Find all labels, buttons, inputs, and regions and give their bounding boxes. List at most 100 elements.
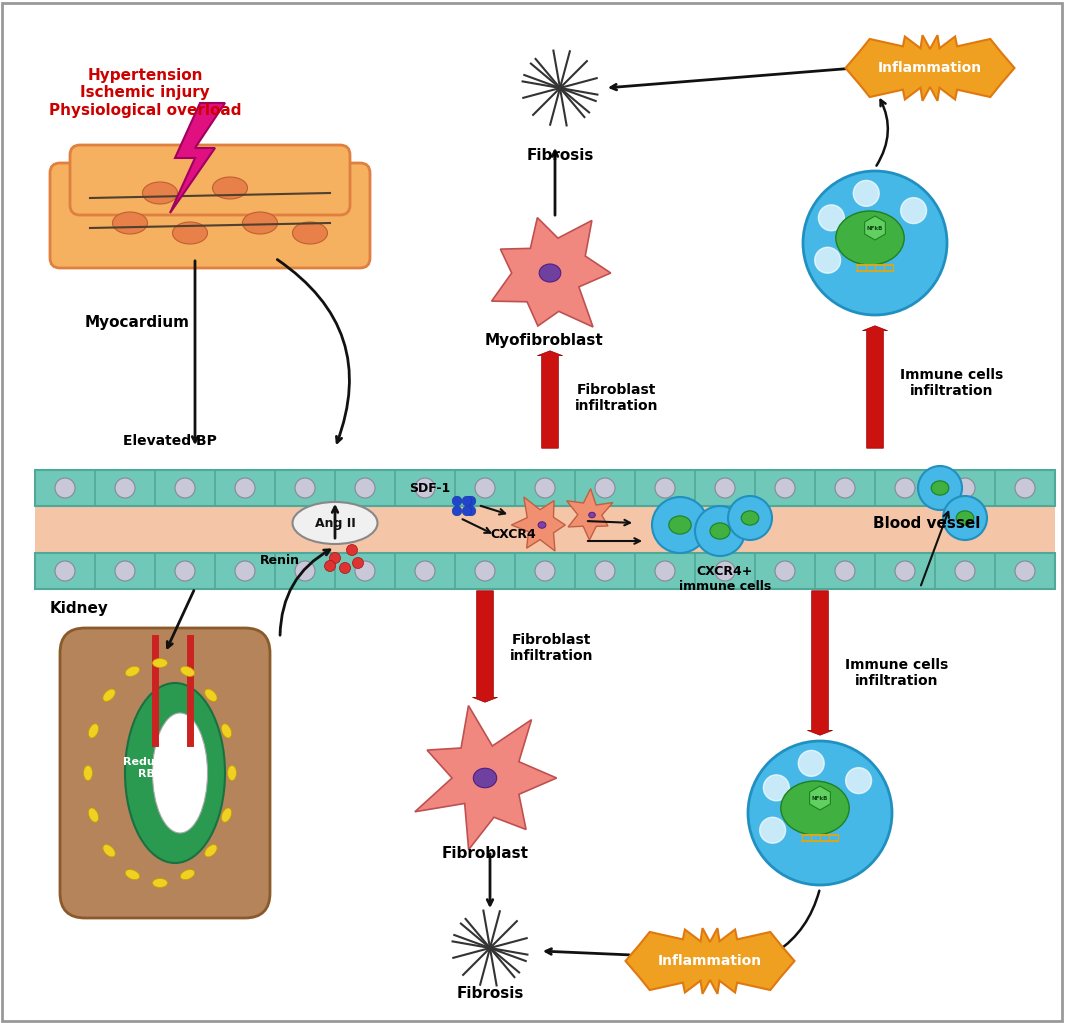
Bar (35, 470, 1055, 506)
Text: Inflammation: Inflammation (658, 954, 763, 968)
Ellipse shape (180, 666, 195, 676)
Circle shape (835, 478, 855, 498)
Ellipse shape (293, 222, 328, 244)
Ellipse shape (956, 510, 973, 525)
Ellipse shape (293, 502, 377, 544)
Text: Myocardium: Myocardium (85, 315, 190, 330)
Text: Inflammation: Inflammation (878, 61, 982, 75)
Circle shape (535, 478, 555, 498)
Circle shape (329, 552, 341, 564)
Ellipse shape (539, 264, 561, 282)
Ellipse shape (125, 683, 225, 863)
Circle shape (355, 478, 375, 498)
Text: CXCR4+
immune cells: CXCR4+ immune cells (678, 565, 771, 593)
Text: Fibroblast
infiltration: Fibroblast infiltration (510, 633, 593, 663)
Circle shape (815, 248, 840, 273)
Circle shape (462, 506, 472, 516)
Circle shape (775, 478, 794, 498)
Ellipse shape (243, 212, 278, 234)
Circle shape (415, 561, 435, 581)
FancyBboxPatch shape (70, 145, 350, 215)
Circle shape (346, 544, 358, 555)
Polygon shape (511, 497, 566, 551)
Text: Renin: Renin (260, 554, 300, 568)
Ellipse shape (204, 690, 217, 702)
Ellipse shape (204, 845, 217, 857)
Circle shape (595, 478, 615, 498)
Polygon shape (170, 103, 225, 213)
Ellipse shape (143, 182, 178, 204)
Circle shape (295, 561, 315, 581)
Circle shape (803, 171, 947, 315)
Circle shape (55, 561, 75, 581)
Ellipse shape (931, 481, 949, 495)
Ellipse shape (83, 765, 93, 781)
Circle shape (853, 180, 880, 207)
Circle shape (652, 497, 708, 553)
Text: Elevated BP: Elevated BP (124, 434, 217, 448)
Circle shape (748, 741, 892, 885)
Circle shape (918, 466, 962, 510)
Ellipse shape (741, 510, 758, 525)
Circle shape (355, 561, 375, 581)
Text: Immune cells
infiltration: Immune cells infiltration (900, 368, 1003, 398)
FancyBboxPatch shape (60, 628, 271, 918)
Text: SDF-1: SDF-1 (409, 482, 450, 494)
Text: Fibroblast
infiltration: Fibroblast infiltration (575, 383, 658, 413)
Ellipse shape (669, 516, 691, 534)
Circle shape (466, 506, 476, 516)
Text: NFkB: NFkB (867, 225, 883, 230)
Text: Ang II: Ang II (314, 517, 356, 530)
Circle shape (955, 478, 974, 498)
Circle shape (895, 561, 915, 581)
Text: Blood vessel: Blood vessel (872, 516, 980, 531)
Ellipse shape (781, 781, 849, 835)
Text: CXCR4: CXCR4 (490, 529, 536, 541)
Ellipse shape (113, 212, 147, 234)
Ellipse shape (228, 765, 236, 781)
Bar (35, 507, 1055, 552)
Ellipse shape (88, 723, 99, 738)
Polygon shape (567, 489, 612, 540)
Circle shape (955, 561, 974, 581)
Text: Kidney: Kidney (50, 601, 109, 616)
Circle shape (415, 478, 435, 498)
FancyBboxPatch shape (50, 163, 370, 268)
Ellipse shape (222, 723, 231, 738)
Ellipse shape (152, 713, 208, 833)
Circle shape (353, 558, 363, 569)
Circle shape (655, 561, 675, 581)
Polygon shape (415, 706, 557, 850)
Circle shape (55, 478, 75, 498)
Circle shape (764, 774, 789, 801)
Circle shape (655, 478, 675, 498)
Ellipse shape (126, 870, 140, 880)
Circle shape (846, 767, 871, 794)
Text: Reduced
RBF: Reduced RBF (124, 757, 177, 779)
Ellipse shape (222, 808, 231, 822)
Circle shape (695, 506, 746, 555)
Circle shape (340, 563, 350, 574)
Circle shape (235, 478, 255, 498)
Circle shape (818, 205, 845, 231)
Ellipse shape (538, 522, 546, 528)
Circle shape (715, 478, 735, 498)
Circle shape (453, 496, 462, 505)
Circle shape (325, 561, 335, 572)
Circle shape (115, 478, 135, 498)
Circle shape (115, 561, 135, 581)
Circle shape (728, 496, 772, 540)
Polygon shape (809, 786, 831, 810)
Bar (35, 553, 1055, 589)
Ellipse shape (589, 513, 595, 518)
Circle shape (595, 561, 615, 581)
Circle shape (895, 478, 915, 498)
Circle shape (475, 478, 495, 498)
Circle shape (943, 496, 987, 540)
Circle shape (835, 561, 855, 581)
Polygon shape (625, 928, 794, 993)
Ellipse shape (180, 870, 195, 880)
Text: Myofibroblast: Myofibroblast (485, 333, 604, 349)
Text: Immune cells
infiltration: Immune cells infiltration (845, 658, 948, 688)
Circle shape (466, 496, 476, 505)
